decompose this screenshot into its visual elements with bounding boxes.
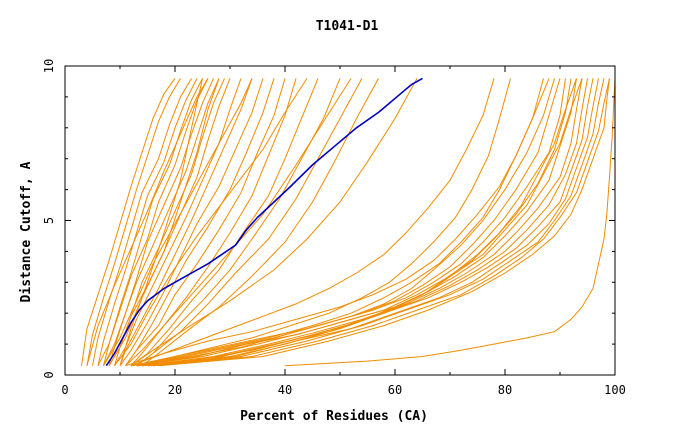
highlight-series-group xyxy=(105,77,423,367)
model-series-line-2 xyxy=(86,78,181,366)
model-series-line-3 xyxy=(92,78,192,366)
model-series-line-16 xyxy=(130,78,297,367)
model-series-line-41 xyxy=(136,78,511,367)
model-series-line-1 xyxy=(81,78,176,366)
x-tick-label-2: 40 xyxy=(278,383,292,397)
model-series-line-4 xyxy=(97,78,198,366)
model-series-line-11 xyxy=(114,78,242,366)
model-series-line-5 xyxy=(97,78,203,366)
model-series-line-14 xyxy=(125,78,275,366)
model-series-line-46 xyxy=(284,78,616,367)
model-series-line-38 xyxy=(152,78,610,367)
model-series-line-37 xyxy=(152,78,605,367)
model-series-line-33 xyxy=(141,78,583,367)
model-series-line-45 xyxy=(141,78,583,367)
axes: 0 20 40 60 80 100 0 5 10 xyxy=(42,59,626,397)
chart-title: T1041-D1 xyxy=(316,19,379,34)
x-axis-label: Percent of Residues (CA) xyxy=(240,409,428,424)
y-axis-label: Distance Cutoff, A xyxy=(19,161,34,302)
model-series-line-39 xyxy=(158,78,610,367)
model-series-group xyxy=(81,78,616,367)
y-tick-label-0: 0 xyxy=(42,371,56,378)
x-tick-label-3: 60 xyxy=(388,383,402,397)
model-series-line-15 xyxy=(125,78,286,366)
model-series-line-6 xyxy=(103,78,209,366)
model-series-line-23 xyxy=(114,78,308,367)
model-series-line-26 xyxy=(86,78,209,366)
model-series-line-30 xyxy=(130,78,566,367)
x-tick-label-4: 80 xyxy=(498,383,512,397)
model-series-line-13 xyxy=(119,78,264,366)
y-tick-label-1: 5 xyxy=(42,217,56,224)
model-series-line-12 xyxy=(119,78,253,366)
model-series-line-22 xyxy=(119,78,203,366)
model-series-line-19 xyxy=(136,78,363,367)
model-series-line-17 xyxy=(130,78,319,367)
x-tick-label-1: 20 xyxy=(168,383,182,397)
model-series-line-31 xyxy=(136,78,572,367)
x-tick-label-5: 100 xyxy=(604,383,626,397)
model-series-line-36 xyxy=(147,78,599,367)
model-series-line-25 xyxy=(103,78,253,366)
y-tick-label-2: 10 xyxy=(42,59,56,73)
model-series-line-21 xyxy=(108,78,220,366)
model-series-line-8 xyxy=(108,78,220,366)
model-series-line-27 xyxy=(130,78,418,367)
model-series-line-28 xyxy=(130,78,555,367)
highlight-series-line xyxy=(105,77,423,367)
model-series-line-32 xyxy=(136,78,577,367)
x-tick-label-0: 0 xyxy=(61,383,68,397)
model-series-line-42 xyxy=(130,78,495,367)
model-series-line-43 xyxy=(125,78,550,367)
model-series-line-20 xyxy=(141,78,379,367)
model-series-line-24 xyxy=(125,78,352,367)
